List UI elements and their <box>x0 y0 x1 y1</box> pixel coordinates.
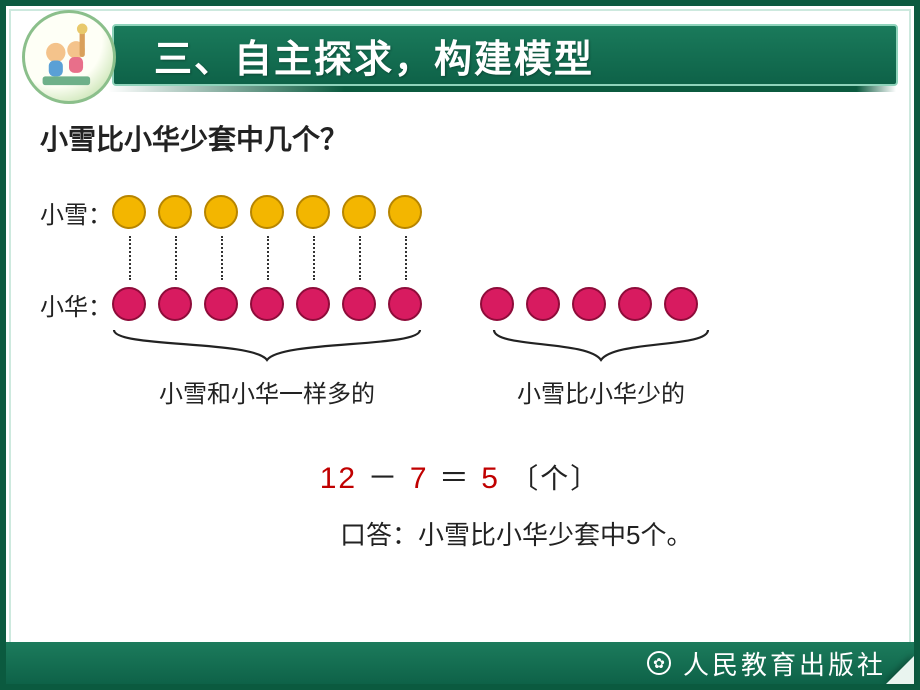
row-xue: 小雪： <box>40 188 880 236</box>
dot <box>388 195 422 229</box>
eq-result: 5 <box>481 462 500 495</box>
row-label-xue: 小雪： <box>40 195 112 230</box>
brace-same <box>112 328 422 368</box>
connector <box>129 236 131 280</box>
brace-row <box>112 328 880 374</box>
dot <box>342 195 376 229</box>
connector <box>175 236 177 280</box>
dot <box>158 287 192 321</box>
dot <box>618 287 652 321</box>
dots-hua-group2 <box>480 287 698 321</box>
eq-minus: － <box>367 462 399 495</box>
eq-equals: ＝ <box>439 462 471 495</box>
caption-row: 小雪和小华一样多的 小雪比小华少的 <box>112 374 880 409</box>
dot <box>296 195 330 229</box>
question-text: 小雪比小华少套中几个？ <box>40 118 880 158</box>
dot <box>388 287 422 321</box>
dot <box>112 287 146 321</box>
row-label-hua: 小华： <box>40 287 112 322</box>
dot <box>250 287 284 321</box>
dot <box>572 287 606 321</box>
publisher-icon: ✿ <box>647 651 671 675</box>
connector <box>313 236 315 280</box>
answer-text: 口答：小雪比小华少套中5个。 <box>40 515 880 552</box>
dot <box>526 287 560 321</box>
dot <box>296 287 330 321</box>
header: 三、自主探求，构建模型 <box>22 14 898 94</box>
eq-a: 12 <box>320 462 357 495</box>
dot <box>250 195 284 229</box>
header-bar: 三、自主探求，构建模型 <box>112 24 898 86</box>
dot <box>342 287 376 321</box>
header-title: 三、自主探求，构建模型 <box>154 28 594 83</box>
row-hua: 小华： <box>40 280 880 328</box>
connector <box>267 236 269 280</box>
dots-xue <box>112 195 422 229</box>
connector <box>405 236 407 280</box>
eq-b: 7 <box>410 462 429 495</box>
dot <box>664 287 698 321</box>
content: 小雪比小华少套中几个？ 小雪： 小华： 小雪和小华一样多的 小雪比小华少的 12… <box>40 118 880 636</box>
dot <box>204 287 238 321</box>
connectors <box>112 236 880 280</box>
dot <box>112 195 146 229</box>
page-curl-icon <box>886 656 914 684</box>
equation: 12 － 7 ＝ 5 〔个〕 <box>40 453 880 497</box>
brace-fewer <box>492 328 710 368</box>
dots-hua-group1 <box>112 287 422 321</box>
footer: ✿ 人民教育出版社 <box>6 642 914 684</box>
logo-icon <box>25 13 113 101</box>
dot <box>204 195 238 229</box>
connector <box>221 236 223 280</box>
caption-same: 小雪和小华一样多的 <box>112 374 422 409</box>
publisher-text: 人民教育出版社 <box>683 645 886 682</box>
eq-unit: 〔个〕 <box>510 463 600 494</box>
dot <box>480 287 514 321</box>
connector <box>359 236 361 280</box>
caption-fewer: 小雪比小华少的 <box>492 374 710 409</box>
logo-badge <box>22 10 116 104</box>
dot <box>158 195 192 229</box>
